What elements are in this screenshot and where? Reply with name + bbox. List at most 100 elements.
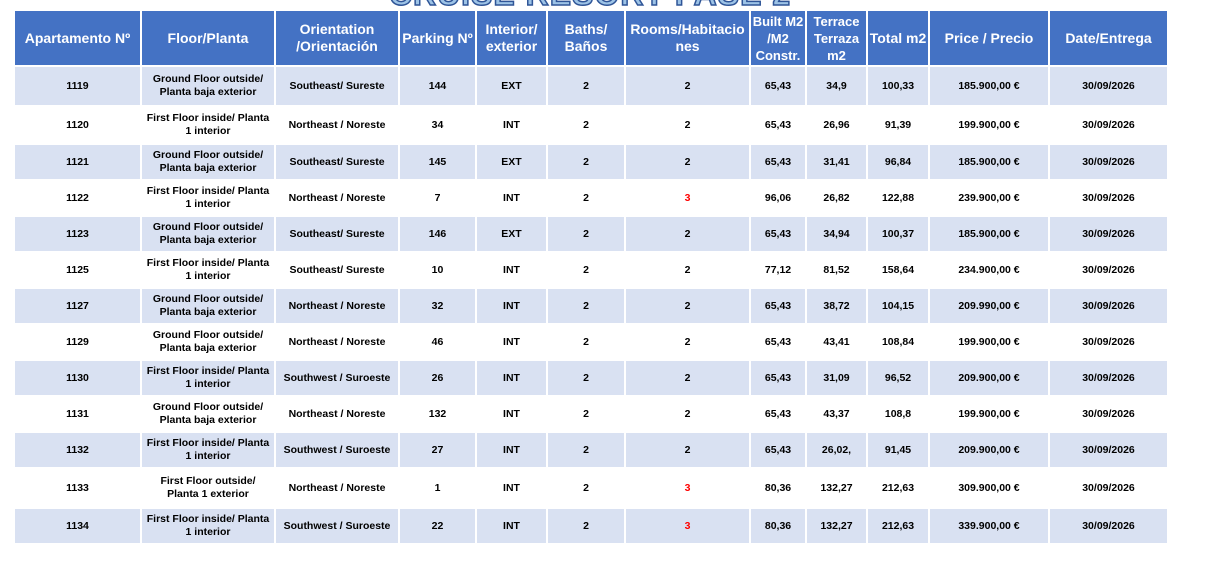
table-cell: Ground Floor outside/ Planta baja exteri… <box>142 145 274 179</box>
table-cell: 1134 <box>15 509 140 543</box>
table-row: 1119 Ground Floor outside/ Planta baja ex… <box>15 67 1167 105</box>
table-cell: 34,94 <box>807 217 866 251</box>
column-header: Apartamento Nº <box>15 11 140 65</box>
table-cell: 2 <box>626 217 749 251</box>
table-cell: 2 <box>626 325 749 359</box>
table-cell: Southwest / Suroeste <box>276 433 398 467</box>
table-cell: 1131 <box>15 397 140 431</box>
table-cell: 1120 <box>15 107 140 143</box>
table-cell: 30/09/2026 <box>1050 217 1167 251</box>
table-cell: 2 <box>548 217 624 251</box>
table-cell: 26,82 <box>807 181 866 215</box>
table-cell: 2 <box>626 433 749 467</box>
table-cell: 3 <box>626 181 749 215</box>
table-cell: 30/09/2026 <box>1050 181 1167 215</box>
table-cell: 22 <box>400 509 475 543</box>
table-cell: 80,36 <box>751 509 805 543</box>
table-cell: INT <box>477 509 546 543</box>
table-cell: Northeast / Noreste <box>276 107 398 143</box>
table-row: 1130 First Floor inside/ Planta 1 interio… <box>15 361 1167 395</box>
table-row: 1127 Ground Floor outside/ Planta baja ex… <box>15 289 1167 323</box>
table-cell: 339.900,00 € <box>930 509 1048 543</box>
table-row: 1121 Ground Floor outside/ Planta baja ex… <box>15 145 1167 179</box>
table-cell: 96,06 <box>751 181 805 215</box>
table-cell: 65,43 <box>751 107 805 143</box>
table-cell: 309.900,00 € <box>930 469 1048 507</box>
table-cell: 185.900,00 € <box>930 217 1048 251</box>
table-cell: 2 <box>548 181 624 215</box>
table-cell: Ground Floor outside/ Planta baja exteri… <box>142 289 274 323</box>
table-cell: 108,84 <box>868 325 928 359</box>
table-cell: INT <box>477 433 546 467</box>
table-cell: First Floor inside/ Planta 1 interior <box>142 107 274 143</box>
table-cell: 145 <box>400 145 475 179</box>
table-cell: First Floor inside/ Planta 1 interior <box>142 433 274 467</box>
table-cell: 96,52 <box>868 361 928 395</box>
table-cell: INT <box>477 253 546 287</box>
table-cell: 199.900,00 € <box>930 325 1048 359</box>
table-cell: 26,96 <box>807 107 866 143</box>
table-cell: 108,8 <box>868 397 928 431</box>
column-header: Interior/ exterior <box>477 11 546 65</box>
table-cell: 91,45 <box>868 433 928 467</box>
table-cell: 2 <box>548 361 624 395</box>
table-cell: Southwest / Suroeste <box>276 361 398 395</box>
table-cell: 30/09/2026 <box>1050 325 1167 359</box>
table-cell: 2 <box>626 397 749 431</box>
table-cell: 158,64 <box>868 253 928 287</box>
table-cell: 100,33 <box>868 67 928 105</box>
column-header: Floor/Planta <box>142 11 274 65</box>
table-cell: 2 <box>548 433 624 467</box>
table-row: 1120 First Floor inside/ Planta 1 interio… <box>15 107 1167 143</box>
table-cell: Northeast / Noreste <box>276 181 398 215</box>
table-cell: 2 <box>548 253 624 287</box>
column-header: Price / Precio <box>930 11 1048 65</box>
table-cell: Northeast / Noreste <box>276 469 398 507</box>
table-cell: 2 <box>548 145 624 179</box>
table-cell: 2 <box>548 509 624 543</box>
table-cell: 132,27 <box>807 509 866 543</box>
table-cell: 30/09/2026 <box>1050 433 1167 467</box>
table-cell: 30/09/2026 <box>1050 289 1167 323</box>
table-cell: 27 <box>400 433 475 467</box>
header-row: Apartamento Nº Floor/Planta Orientation /O… <box>15 11 1167 65</box>
table-cell: 100,37 <box>868 217 928 251</box>
table-row: 1123 Ground Floor outside/ Planta baja ex… <box>15 217 1167 251</box>
table-cell: 96,84 <box>868 145 928 179</box>
column-header: Date/Entrega <box>1050 11 1167 65</box>
table-cell: 34,9 <box>807 67 866 105</box>
table-cell: 43,37 <box>807 397 866 431</box>
table-cell: INT <box>477 181 546 215</box>
table-cell: 185.900,00 € <box>930 145 1048 179</box>
table-cell: INT <box>477 397 546 431</box>
table-cell: First Floor inside/ Planta 1 interior <box>142 181 274 215</box>
table-cell: 209.900,00 € <box>930 361 1048 395</box>
table-cell: 209.990,00 € <box>930 289 1048 323</box>
table-cell: 2 <box>626 361 749 395</box>
table-cell: 31,09 <box>807 361 866 395</box>
table-cell: INT <box>477 289 546 323</box>
table-cell: 1133 <box>15 469 140 507</box>
column-header: Total m2 <box>868 11 928 65</box>
table-cell: 2 <box>626 253 749 287</box>
table-cell: 43,41 <box>807 325 866 359</box>
table-cell: 2 <box>626 107 749 143</box>
table-cell: Ground Floor outside/ Planta baja exteri… <box>142 397 274 431</box>
table-cell: 2 <box>548 325 624 359</box>
table-cell: 1125 <box>15 253 140 287</box>
table-cell: 26,02, <box>807 433 866 467</box>
table-cell: 91,39 <box>868 107 928 143</box>
table-cell: 144 <box>400 67 475 105</box>
table-cell: 199.900,00 € <box>930 107 1048 143</box>
table-cell: 2 <box>626 145 749 179</box>
table-cell: 2 <box>548 397 624 431</box>
table-cell: EXT <box>477 217 546 251</box>
table-cell: 209.900,00 € <box>930 433 1048 467</box>
table-cell: Ground Floor outside/ Planta baja exteri… <box>142 325 274 359</box>
table-cell: 234.900,00 € <box>930 253 1048 287</box>
table-cell: 32 <box>400 289 475 323</box>
title: CRUISE RESORT FASE 2 <box>0 0 1180 13</box>
column-header: Orientation /Orientación <box>276 11 398 65</box>
table-cell: 7 <box>400 181 475 215</box>
